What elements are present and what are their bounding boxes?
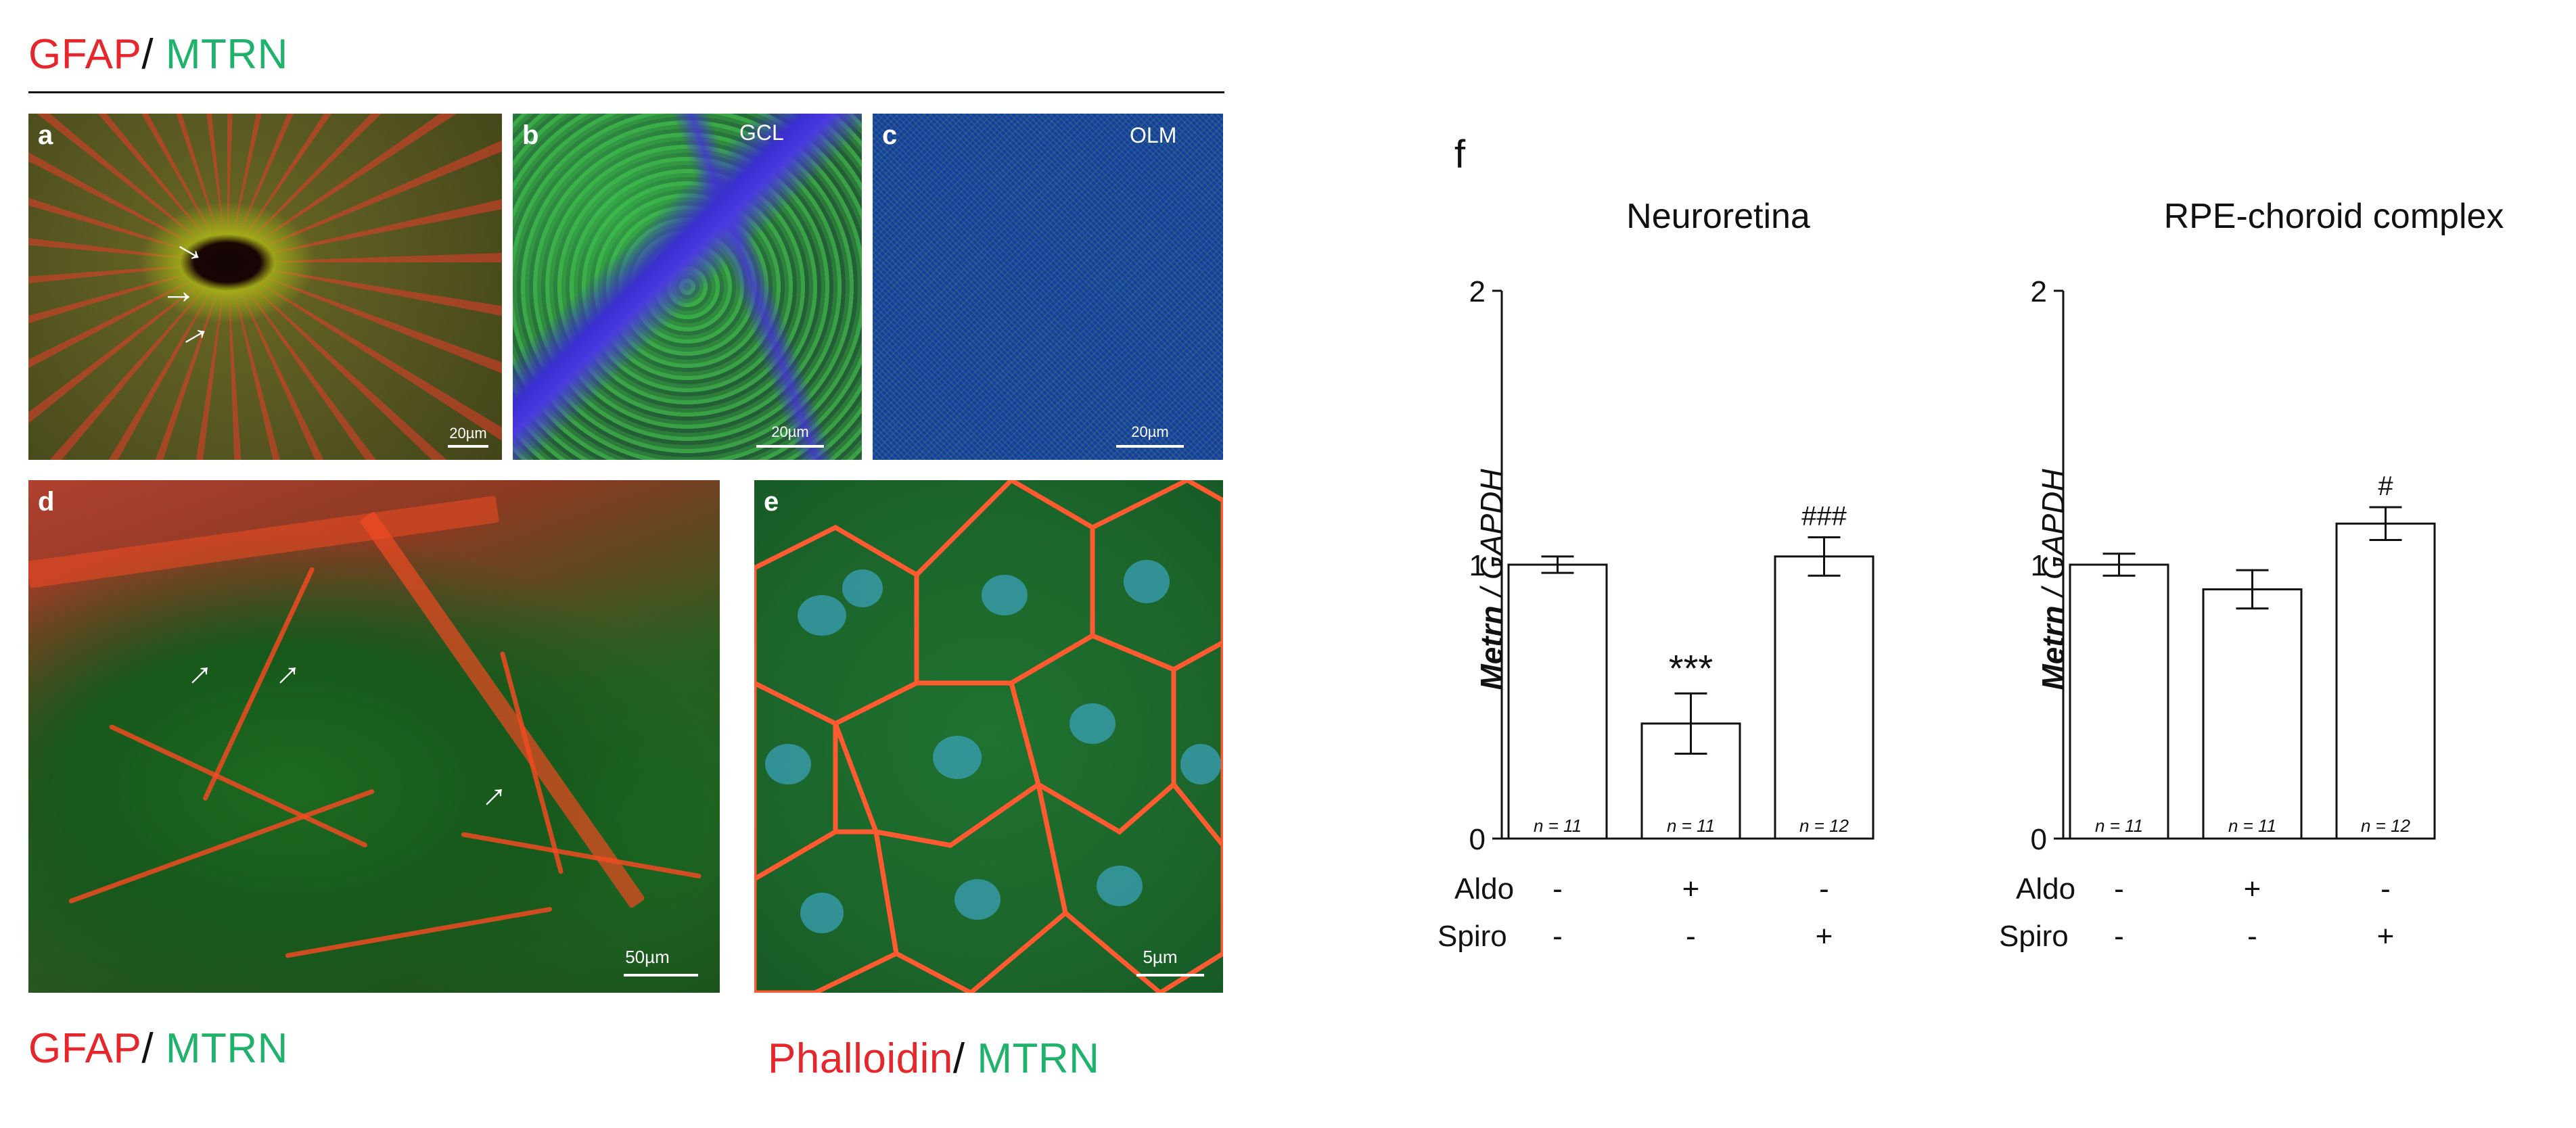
factor-sign-spiro: - bbox=[2247, 920, 2257, 953]
scale-bar bbox=[1136, 974, 1204, 977]
significance-label: *** bbox=[1669, 647, 1713, 689]
gfap-fiber bbox=[28, 495, 499, 588]
scale-bar bbox=[756, 445, 824, 448]
arrow-icon: → bbox=[462, 765, 518, 820]
panel-label-d: d bbox=[38, 487, 55, 517]
factor-sign-aldo: - bbox=[1552, 872, 1563, 906]
scale-label-d: 50µm bbox=[625, 947, 670, 967]
n-label: n = 11 bbox=[1534, 816, 1582, 836]
factor-spiro-label: Spiro bbox=[1438, 920, 1507, 953]
n-label: n = 12 bbox=[2361, 816, 2411, 836]
chart-title-neuroretina: Neuroretina bbox=[1626, 197, 1810, 236]
arrow-icon: → bbox=[160, 271, 197, 311]
n-label: n = 12 bbox=[1799, 816, 1849, 836]
header-rule bbox=[28, 91, 1224, 93]
phalloidin-label: Phalloidin bbox=[768, 1035, 953, 1082]
factor-sign-spiro: + bbox=[1815, 920, 1833, 953]
y-tick-label: 1 bbox=[2031, 549, 2047, 582]
factor-sign-aldo: - bbox=[2380, 872, 2391, 906]
n-label: n = 11 bbox=[1667, 816, 1715, 836]
panel-label-b: b bbox=[522, 120, 539, 150]
arrow-icon: → bbox=[166, 220, 218, 274]
y-tick-label: 2 bbox=[1469, 275, 1486, 308]
factor-aldo-label: Aldo bbox=[2016, 872, 2076, 906]
mtrn-label: MTRN bbox=[165, 1025, 288, 1072]
scale-bar bbox=[448, 445, 488, 448]
bottom-label-e: Phalloidin/ MTRN bbox=[768, 1035, 1099, 1083]
gfap-fiber bbox=[461, 832, 702, 879]
scale-label-e: 5µm bbox=[1143, 947, 1178, 967]
arrow-icon: → bbox=[168, 643, 223, 699]
mtrn-label: MTRN bbox=[165, 31, 288, 78]
y-tick-label: 0 bbox=[2031, 823, 2047, 852]
slash: / bbox=[141, 31, 154, 78]
factor-sign-aldo: - bbox=[2114, 872, 2124, 906]
factor-aldo-label: Aldo bbox=[1454, 872, 1515, 906]
factor-sign-aldo: + bbox=[1682, 872, 1700, 906]
chart-title-rpe: RPE-choroid complex bbox=[2163, 197, 2504, 236]
arrow-icon: → bbox=[166, 304, 218, 358]
phalloidin-cell-borders bbox=[754, 480, 1223, 993]
panel-label-e: e bbox=[764, 487, 779, 517]
header-stain-legend: GFAP/ MTRN bbox=[28, 30, 288, 78]
panel-tag-olm: OLM bbox=[1130, 123, 1177, 147]
gfap-label: GFAP bbox=[28, 1025, 142, 1072]
bar bbox=[2335, 522, 2436, 840]
arrow-icon: → bbox=[256, 643, 311, 699]
significance-label: ### bbox=[1801, 502, 1847, 532]
y-tick-label: 0 bbox=[1469, 823, 1486, 852]
y-tick-label: 1 bbox=[1469, 549, 1486, 582]
slash: / bbox=[141, 1025, 154, 1072]
scale-label-c: 20µm bbox=[1131, 423, 1169, 440]
bar bbox=[1774, 555, 1874, 840]
factor-sign-aldo: + bbox=[2243, 872, 2261, 906]
bar bbox=[2069, 563, 2169, 840]
micrograph-panel-c: c OLM 20µm bbox=[873, 114, 1223, 460]
y-tick-label: 2 bbox=[2031, 275, 2047, 308]
panel-tag-gcl: GCL bbox=[739, 120, 784, 145]
gfap-fiber bbox=[68, 789, 375, 904]
significance-label: # bbox=[2378, 471, 2393, 501]
factor-sign-spiro: - bbox=[1552, 920, 1563, 953]
factor-spiro-label: Spiro bbox=[1999, 920, 2069, 953]
scale-label-b: 20µm bbox=[771, 423, 809, 440]
scale-bar bbox=[624, 974, 698, 977]
mtrn-label: MTRN bbox=[977, 1035, 1100, 1082]
gfap-fiber bbox=[359, 511, 646, 909]
factor-sign-spiro: + bbox=[2376, 920, 2395, 953]
scale-label-a: 20µm bbox=[449, 425, 487, 442]
figure-label-f: f bbox=[1454, 133, 1466, 177]
scale-bar bbox=[1116, 445, 1184, 448]
micrograph-panel-a: a → → → 20µm bbox=[28, 114, 502, 460]
slash: / bbox=[952, 1035, 965, 1082]
bar-chart-neuroretina: 0 1 2 n = 11 *** n = 11 ### n = 12 bbox=[1469, 275, 1874, 852]
panel-label-a: a bbox=[38, 120, 53, 150]
bar bbox=[1507, 563, 1608, 840]
factor-sign-spiro: - bbox=[2114, 920, 2124, 953]
n-label: n = 11 bbox=[2228, 816, 2276, 836]
panel-label-c: c bbox=[882, 120, 898, 150]
gfap-label: GFAP bbox=[28, 31, 142, 78]
micrograph-panel-e: e 5µm bbox=[754, 480, 1223, 993]
factor-sign-aldo: - bbox=[1819, 872, 1829, 906]
gfap-fiber bbox=[285, 906, 553, 958]
bar-chart-rpe: 0 1 2 n = 11 n = 11 # n = 12 bbox=[2031, 275, 2436, 852]
gfap-fiber bbox=[108, 724, 369, 849]
factor-sign-spiro: - bbox=[1686, 920, 1696, 953]
bar bbox=[2202, 588, 2303, 840]
bottom-label-d: GFAP/ MTRN bbox=[28, 1025, 288, 1073]
micrograph-panel-d: d → → → 50µm bbox=[28, 480, 720, 993]
n-label: n = 11 bbox=[2095, 816, 2143, 836]
micrograph-panel-b: b GCL 20µm bbox=[513, 114, 862, 460]
